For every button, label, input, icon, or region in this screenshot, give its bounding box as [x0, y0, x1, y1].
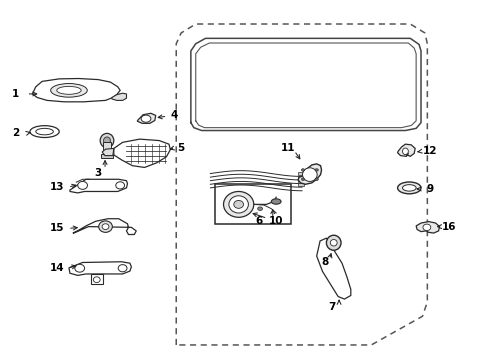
Ellipse shape — [302, 168, 317, 181]
Ellipse shape — [397, 182, 420, 194]
Polygon shape — [32, 78, 120, 102]
Ellipse shape — [223, 192, 253, 217]
Text: 1: 1 — [12, 89, 19, 99]
Bar — [298, 183, 304, 186]
Polygon shape — [137, 113, 156, 123]
Text: 4: 4 — [170, 111, 177, 121]
Ellipse shape — [75, 264, 84, 272]
Ellipse shape — [326, 235, 340, 250]
Text: 2: 2 — [12, 129, 19, 138]
Bar — [215, 184, 290, 224]
Bar — [298, 176, 304, 179]
Text: 10: 10 — [268, 216, 283, 226]
Ellipse shape — [314, 178, 318, 180]
Text: 8: 8 — [321, 257, 328, 267]
Text: 3: 3 — [94, 168, 102, 178]
Text: 7: 7 — [328, 302, 335, 312]
Bar — [101, 154, 113, 158]
Polygon shape — [102, 148, 114, 156]
Text: 13: 13 — [49, 182, 64, 192]
Ellipse shape — [233, 201, 243, 208]
Polygon shape — [415, 222, 439, 233]
Ellipse shape — [301, 178, 304, 180]
Text: 12: 12 — [422, 146, 436, 156]
Polygon shape — [70, 179, 127, 193]
Text: 11: 11 — [281, 143, 295, 153]
Text: 5: 5 — [177, 143, 184, 153]
Ellipse shape — [314, 169, 318, 171]
Bar — [298, 180, 304, 183]
Ellipse shape — [271, 199, 281, 204]
Text: 15: 15 — [49, 224, 64, 233]
Ellipse shape — [402, 148, 407, 154]
Polygon shape — [69, 262, 131, 275]
Ellipse shape — [301, 169, 304, 171]
Ellipse shape — [100, 134, 114, 148]
Ellipse shape — [78, 181, 87, 189]
Ellipse shape — [99, 221, 112, 232]
Ellipse shape — [30, 126, 59, 138]
Text: 16: 16 — [441, 222, 456, 231]
Ellipse shape — [93, 277, 100, 283]
Ellipse shape — [330, 239, 336, 246]
Ellipse shape — [422, 224, 430, 230]
Ellipse shape — [102, 224, 109, 229]
Ellipse shape — [141, 115, 151, 122]
Ellipse shape — [51, 84, 87, 97]
Polygon shape — [114, 139, 170, 167]
Polygon shape — [397, 144, 414, 156]
Polygon shape — [73, 219, 136, 234]
Ellipse shape — [118, 265, 127, 272]
Bar — [103, 142, 111, 155]
Text: 9: 9 — [426, 184, 432, 194]
Ellipse shape — [402, 185, 415, 191]
Ellipse shape — [228, 196, 248, 213]
Ellipse shape — [257, 207, 262, 211]
Polygon shape — [91, 274, 103, 284]
Ellipse shape — [57, 86, 81, 94]
Text: 14: 14 — [49, 263, 64, 273]
Polygon shape — [316, 238, 350, 299]
Ellipse shape — [103, 137, 110, 144]
Ellipse shape — [36, 129, 53, 135]
Ellipse shape — [116, 182, 124, 189]
Text: 6: 6 — [255, 216, 262, 226]
Polygon shape — [112, 93, 126, 100]
Polygon shape — [298, 164, 321, 184]
Bar — [298, 172, 304, 175]
